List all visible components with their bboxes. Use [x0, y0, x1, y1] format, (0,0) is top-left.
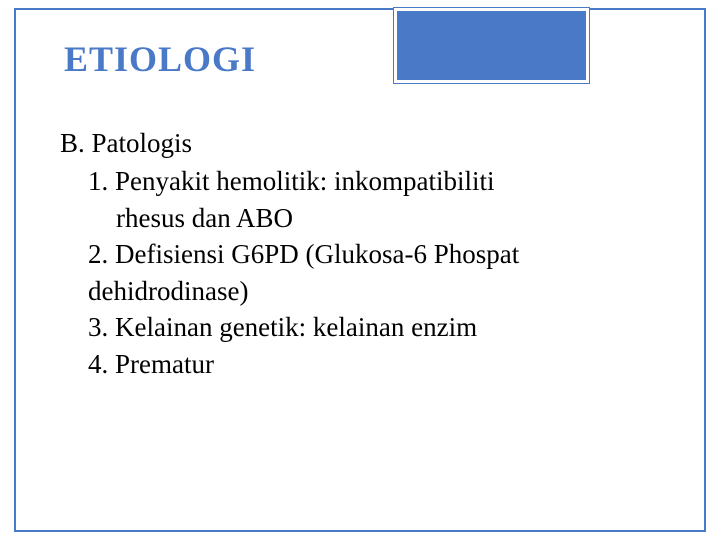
section-heading: B. Patologis [60, 125, 660, 161]
slide-content: B. Patologis 1. Penyakit hemolitik: inko… [60, 125, 660, 382]
slide-title: ETIOLOGI [64, 38, 256, 80]
list-item: 4. Prematur [60, 346, 660, 382]
list-item: 1. Penyakit hemolitik: inkompatibiliti [60, 163, 660, 199]
list-item: 2. Defisiensi G6PD (Glukosa-6 Phospat [60, 236, 660, 272]
accent-box [394, 8, 589, 83]
list-item: 3. Kelainan genetik: kelainan enzim [60, 309, 660, 345]
list-item-continuation: rhesus dan ABO [60, 200, 660, 236]
list-item-continuation: dehidrodinase) [60, 273, 660, 309]
slide-frame: ETIOLOGI B. Patologis 1. Penyakit hemoli… [14, 8, 706, 532]
